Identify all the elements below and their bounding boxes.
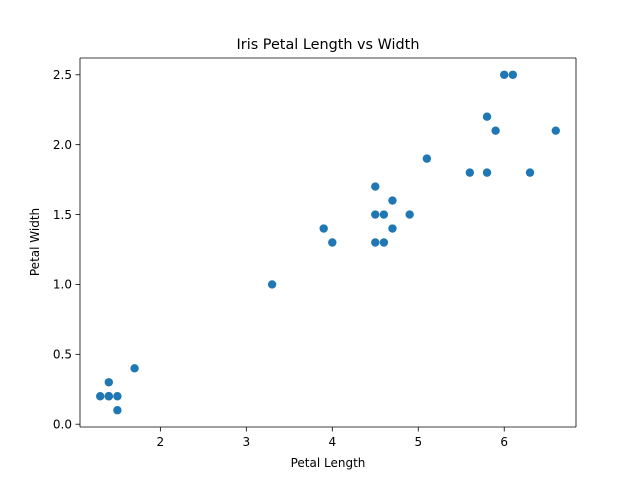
plot-area [80,58,576,427]
data-point [422,154,432,163]
data-point [319,224,328,233]
data-point [96,392,105,401]
data-point [104,378,113,387]
y-tick-label: 0.5 [53,348,72,362]
data-point [371,182,380,191]
data-point [371,238,380,247]
y-tick-label: 2.0 [53,138,72,152]
data-point [551,126,560,135]
data-point [371,210,380,219]
x-tick-label: 5 [414,435,422,449]
data-point [465,168,475,177]
data-point [508,70,518,79]
data-point [113,406,122,415]
data-point [113,392,122,401]
data-point [388,196,397,205]
y-tick-label: 0.0 [53,418,72,432]
data-point [482,168,492,177]
chart-title: Iris Petal Length vs Width [237,37,420,53]
data-point [482,112,492,121]
data-point [328,238,337,247]
data-point [525,168,535,177]
data-point [500,70,509,79]
data-point [388,224,397,233]
data-point [379,210,389,219]
data-point [405,210,414,219]
plot-background [80,58,576,427]
x-axis-label: Petal Length [291,456,366,470]
data-point [104,392,113,401]
x-tick-label: 3 [243,435,251,449]
y-tick-label: 1.0 [53,278,72,292]
data-points [96,70,560,415]
y-tick-label: 1.5 [53,208,72,222]
data-point [491,126,500,135]
data-point [379,238,389,247]
x-tick-label: 4 [328,435,336,449]
x-tick-label: 2 [157,435,165,449]
y-axis-label: Petal Width [28,208,42,276]
axes: 2 3 4 5 6 0.0 0.5 1.0 1.5 2.0 2.5 [53,57,577,449]
x-tick-label: 6 [500,435,508,449]
data-point [130,364,139,373]
data-point [267,280,277,289]
y-tick-label: 2.5 [53,68,72,82]
